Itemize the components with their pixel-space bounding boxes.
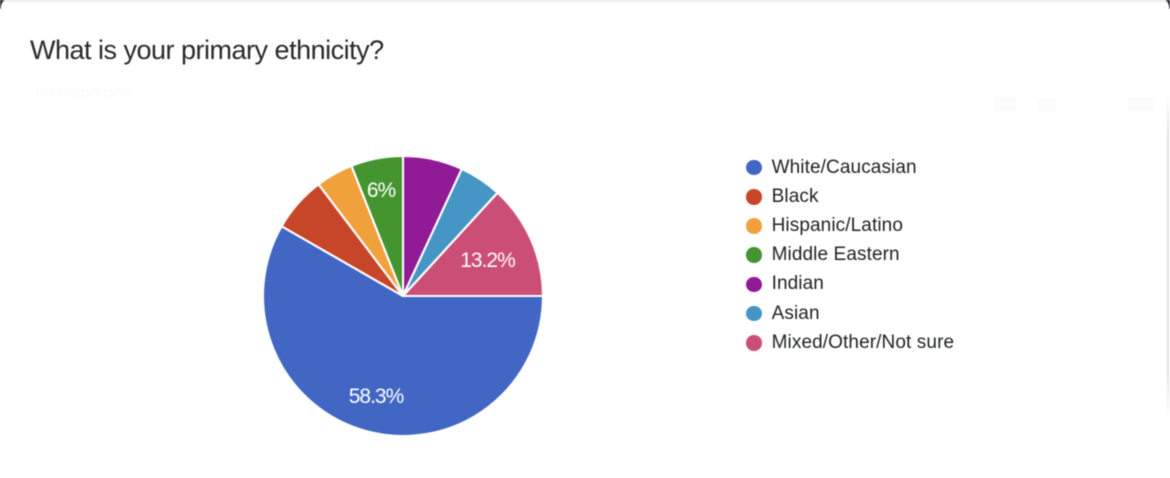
svg-text:58.3%: 58.3% xyxy=(349,385,404,408)
svg-text:6%: 6% xyxy=(367,179,396,202)
svg-text:13.2%: 13.2% xyxy=(460,249,515,272)
